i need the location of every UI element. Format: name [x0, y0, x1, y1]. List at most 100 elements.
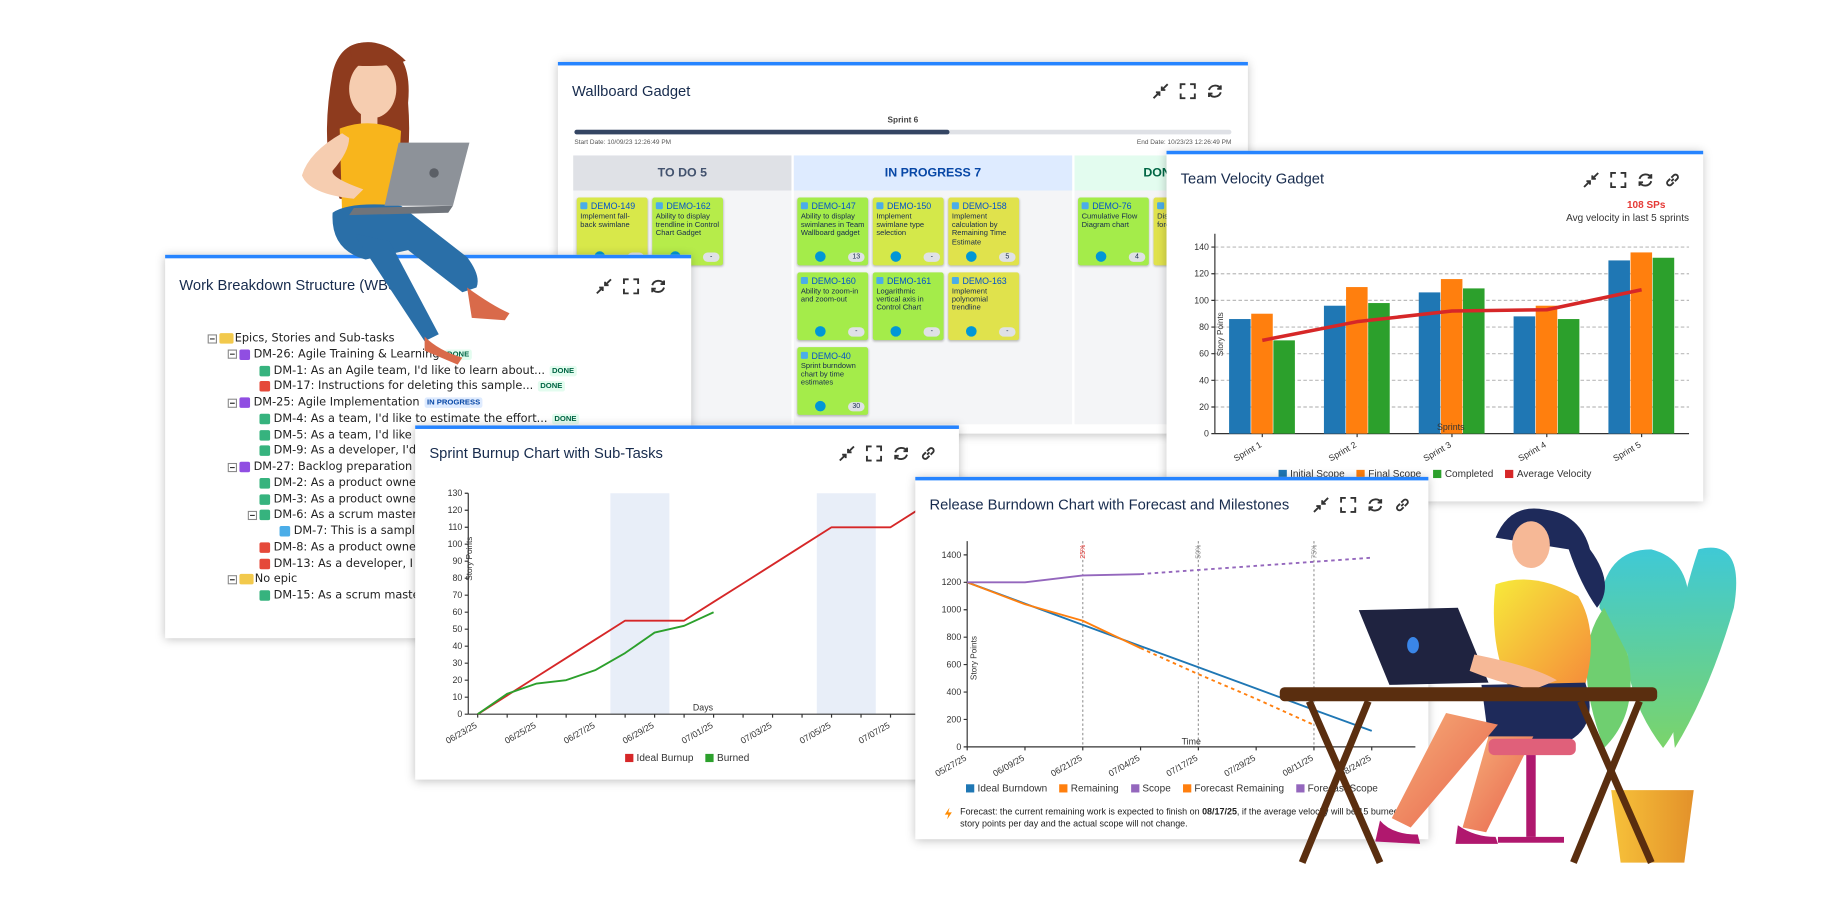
tree-item[interactable]: DM-1: As an Agile team, I'd like to lear…	[273, 364, 545, 377]
tree-toggle[interactable]	[247, 510, 258, 520]
legend-item[interactable]: Burned	[705, 752, 749, 763]
icon-glyph	[839, 445, 855, 462]
tree-toggle[interactable]	[227, 462, 238, 472]
legend-item[interactable]: Average Velocity	[1505, 468, 1591, 479]
issue-key: DEMO-149	[590, 201, 636, 212]
icon-glyph	[1396, 498, 1409, 512]
tree-item[interactable]: DM-25: Agile Implementation	[253, 396, 420, 410]
issue-key: DEMO-162	[666, 201, 711, 212]
legend-label: Forecast Remaining	[1194, 781, 1285, 794]
card[interactable]: DEMO-147 Ability to display swimlanes in …	[797, 197, 869, 266]
legend-item[interactable]: Ideal Burnup	[624, 752, 693, 763]
tree-item[interactable]: DM-4: As a team, I'd like to estimate th…	[273, 412, 548, 426]
x-tick-label: 05/27/25	[933, 753, 968, 779]
issue-icon	[1157, 202, 1165, 210]
tree-item[interactable]: DM-26: Agile Training & Learning	[253, 348, 440, 361]
tree-item[interactable]: DM-13: As a developer, I c	[273, 556, 423, 570]
x-tick-label: 08/24/25	[1338, 753, 1373, 779]
tree-toggle[interactable]	[207, 333, 218, 344]
header-icon[interactable]	[1152, 83, 1169, 99]
tree-item[interactable]: DM-27: Backlog preparation	[253, 460, 413, 474]
issue-type-icon	[259, 381, 271, 392]
header-icons	[1152, 83, 1222, 100]
estimate-badge: -	[702, 252, 720, 262]
icon-glyph	[865, 445, 883, 462]
tree-item[interactable]: DM-8: As a product owner,	[273, 540, 425, 554]
issue-icon	[951, 277, 959, 285]
legend-item[interactable]: Forecast Remaining	[1182, 781, 1285, 794]
header-icon[interactable]	[1313, 497, 1329, 513]
header-icon[interactable]	[596, 278, 612, 295]
issue-type-icon	[279, 525, 291, 537]
tree-item[interactable]: DM-6: As a scrum master,	[273, 508, 421, 522]
x-tick-label: 07/01/25	[680, 720, 715, 746]
issue-summary: Logarithmic vertical axis in Control Cha…	[876, 287, 924, 313]
tree-item[interactable]: DM-3: As a product owner,	[273, 492, 425, 506]
y-tick-label: 400	[947, 687, 962, 697]
card[interactable]: DEMO-40 Sprint burndown chart by time est…	[797, 347, 869, 415]
tree-item[interactable]: DM-9: As a developer, I'd l	[273, 444, 423, 458]
issue-key: DEMO-40	[811, 350, 851, 362]
header-icon[interactable]	[894, 447, 908, 460]
tree-item[interactable]: DM-7: This is a sample	[293, 524, 422, 538]
header-icon[interactable]	[1179, 83, 1196, 100]
header-icon[interactable]	[865, 445, 883, 462]
issue-key: DEMO-158	[962, 201, 1007, 212]
legend-item[interactable]: Completed	[1433, 468, 1493, 479]
panel-title: Work Breakdown Structure (WBS)	[179, 277, 403, 294]
card[interactable]: DEMO-158 Implement calculation by Remaini…	[948, 197, 1020, 266]
x-tick-label: 07/29/25	[1222, 753, 1257, 779]
header-icon[interactable]	[651, 279, 665, 293]
header-icon[interactable]	[1583, 172, 1599, 188]
issue-icon	[580, 202, 588, 210]
card[interactable]: DEMO-150 Implement swimlane type selectio…	[872, 197, 944, 266]
card[interactable]: DEMO-163 Implement polynomial trendline -	[948, 272, 1020, 341]
card[interactable]: DEMO-162 Ability to display trendline in …	[652, 197, 724, 266]
tree-item[interactable]: Epics, Stories and Sub-tasks	[234, 331, 395, 345]
issue-icon	[1081, 202, 1089, 210]
header-icon[interactable]	[1368, 498, 1383, 512]
legend-swatch	[1278, 469, 1287, 479]
series-line	[967, 573, 1141, 584]
panel-title: Sprint Burnup Chart with Sub-Tasks	[429, 445, 663, 462]
legend-item[interactable]: Initial Scope	[1278, 468, 1345, 479]
tree-item[interactable]: No epic	[254, 573, 298, 586]
header-icon[interactable]	[623, 278, 640, 295]
series-line	[1261, 288, 1642, 343]
header-icon[interactable]	[1340, 496, 1357, 513]
y-axis-label: Story Points	[970, 636, 979, 680]
legend-item[interactable]: Forecast Scope	[1295, 782, 1378, 794]
milestone-label: 25%	[1080, 545, 1087, 559]
card[interactable]: DEMO-76 Cumulative Flow Diagram chart 4	[1078, 197, 1149, 266]
header-icon[interactable]	[839, 445, 855, 462]
tree-item[interactable]: DM-5: As a team, I'd like t	[273, 428, 420, 442]
icon-glyph	[1610, 172, 1627, 188]
tree-item[interactable]: DM-15: As a scrum master	[273, 589, 425, 602]
card[interactable]: DEMO-160 Ability to zoom-in and zoom-out -	[797, 272, 869, 341]
tree-item[interactable]: DM-17: Instructions for deleting this sa…	[273, 380, 534, 394]
column-header: TO DO 5	[573, 155, 792, 191]
header-icon[interactable]	[1610, 172, 1627, 188]
bar	[1513, 316, 1536, 434]
header-icon[interactable]	[1638, 173, 1653, 187]
tree-toggle[interactable]	[227, 574, 238, 585]
header-icon[interactable]	[1666, 173, 1679, 187]
y-tick-label: 10	[453, 692, 463, 702]
legend-item[interactable]: Ideal Burndown	[965, 782, 1047, 794]
series-line	[477, 507, 921, 715]
header-icon[interactable]	[921, 447, 935, 460]
header-icon[interactable]	[1208, 84, 1222, 98]
issue-summary: Ability to display trendline in Control …	[655, 212, 720, 238]
legend-item[interactable]: Scope	[1130, 782, 1171, 794]
y-tick-label: 1200	[942, 577, 962, 587]
x-tick-label: Sprint 3	[1422, 440, 1453, 464]
tree-toggle[interactable]	[227, 397, 238, 408]
card[interactable]: DEMO-161 Logarithmic vertical axis in Con…	[872, 272, 944, 341]
avatar	[966, 251, 977, 262]
header-icon[interactable]	[1396, 498, 1409, 512]
tree-item[interactable]: DM-2: As a product owner,	[273, 476, 425, 490]
legend-item[interactable]: Remaining	[1059, 782, 1119, 794]
issue-summary: Implement fall-back swimlane	[580, 212, 630, 230]
tree-toggle[interactable]	[227, 349, 238, 360]
legend-item[interactable]: Final Scope	[1356, 468, 1421, 479]
